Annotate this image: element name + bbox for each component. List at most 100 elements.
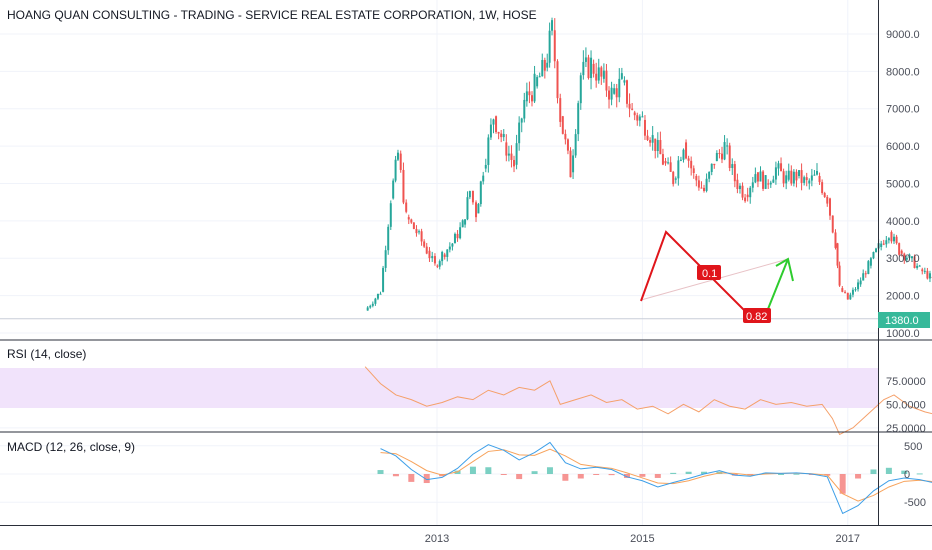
candle-body <box>625 80 628 104</box>
candle-body <box>464 219 467 225</box>
candle-body <box>602 70 605 79</box>
candle-body <box>418 231 421 233</box>
candle-body <box>477 204 480 214</box>
candle-body <box>528 91 531 96</box>
candle-body <box>382 267 385 292</box>
candle-body <box>790 170 793 184</box>
candle-body <box>677 160 680 179</box>
candle-body <box>441 252 444 262</box>
candle-body <box>376 293 379 299</box>
candle-body <box>592 63 595 74</box>
candle-body <box>828 198 831 216</box>
macd-histogram-bar <box>531 471 538 474</box>
candle-body <box>615 88 618 98</box>
rsi-axis[interactable]: 75.0000 50.0000 25.0000 <box>886 376 926 435</box>
candle-body <box>456 233 459 239</box>
candle-body <box>749 187 752 198</box>
candle-body <box>767 183 770 185</box>
candle-body <box>384 250 387 268</box>
macd-histogram-bar <box>670 472 677 474</box>
macd-histogram-bar <box>593 474 600 475</box>
candle-body <box>651 135 654 143</box>
candle-body <box>772 179 775 183</box>
fib-label-box <box>697 265 721 280</box>
macd-axis[interactable]: 500 0 -500 <box>904 441 926 509</box>
rsi-line <box>364 366 932 436</box>
candle-body <box>910 256 913 259</box>
macd-histogram-bar <box>608 474 615 476</box>
time-tick-label: 2013 <box>425 533 449 545</box>
candle-body <box>893 236 896 242</box>
macd-histogram-bar <box>901 470 908 474</box>
candle-body <box>492 119 495 125</box>
candle-body <box>505 142 508 156</box>
rsi-series <box>364 366 932 436</box>
candle-body <box>674 178 677 180</box>
candle-body <box>690 160 693 169</box>
candle-body <box>572 155 575 173</box>
candle-body <box>846 292 849 300</box>
candle-body <box>366 307 369 311</box>
candle-body <box>546 62 549 68</box>
candle-body <box>451 243 454 247</box>
candle-body <box>500 133 503 138</box>
price-candles <box>366 17 932 311</box>
macd-histogram-bar <box>377 470 384 474</box>
candle-body <box>823 193 826 197</box>
candle-body <box>859 280 862 285</box>
rsi-tick-label: 75.0000 <box>886 376 926 388</box>
candle-body <box>841 288 844 292</box>
rsi-tick-label: 50.0000 <box>886 399 926 411</box>
chart-title: HOANG QUAN CONSULTING - TRADING - SERVIC… <box>7 8 537 22</box>
macd-line <box>380 441 932 515</box>
candle-body <box>605 70 608 91</box>
candle-body <box>672 171 675 185</box>
macd-histogram-bar <box>870 469 877 474</box>
price-axis[interactable]: 9000.0 8000.0 7000.0 6000.0 5000.0 4000.0 3000… <box>886 29 920 340</box>
candle-body <box>638 116 641 121</box>
candle-body <box>564 133 567 140</box>
candle-body <box>584 57 587 62</box>
candle-body <box>633 112 636 116</box>
price-tick-label: 6000.0 <box>886 141 920 153</box>
candle-body <box>851 289 854 295</box>
candle-body <box>443 254 446 257</box>
macd-histogram-bar <box>778 474 785 475</box>
candle-body <box>836 243 839 266</box>
candle-body <box>815 170 818 175</box>
candle-body <box>738 185 741 190</box>
macd-histogram-bar <box>747 474 754 476</box>
candle-body <box>692 168 695 173</box>
macd-histogram-bar <box>793 473 800 475</box>
candle-body <box>577 103 580 135</box>
candle-body <box>869 258 872 266</box>
macd-histogram-bar <box>762 472 769 474</box>
macd-histogram-bar <box>408 474 415 482</box>
candle-body <box>723 142 726 160</box>
price-tick-label: 2000.0 <box>886 291 920 303</box>
candle-body <box>538 76 541 78</box>
candle-body <box>754 174 757 183</box>
candle-body <box>420 231 423 242</box>
candle-body <box>726 145 729 147</box>
candle-body <box>803 177 806 183</box>
candle-body <box>744 197 747 202</box>
time-axis[interactable]: 20132015201720192021 <box>425 533 932 545</box>
trend-drawings[interactable]: 0.1 0.82 <box>640 230 794 323</box>
candle-body <box>510 153 513 160</box>
candle-body <box>590 57 593 79</box>
candle-body <box>559 98 562 122</box>
candle-body <box>872 252 875 259</box>
candle-body <box>780 163 783 172</box>
candle-body <box>487 137 490 165</box>
time-tick-label: 2017 <box>836 533 860 545</box>
candle-body <box>685 142 688 159</box>
fib-label-b: 0.82 <box>746 311 767 323</box>
macd-histogram-bar <box>577 474 584 479</box>
candle-body <box>643 119 646 136</box>
candle-body <box>669 162 672 172</box>
candle-body <box>628 103 631 109</box>
candle-body <box>553 30 556 62</box>
candle-body <box>405 202 408 212</box>
